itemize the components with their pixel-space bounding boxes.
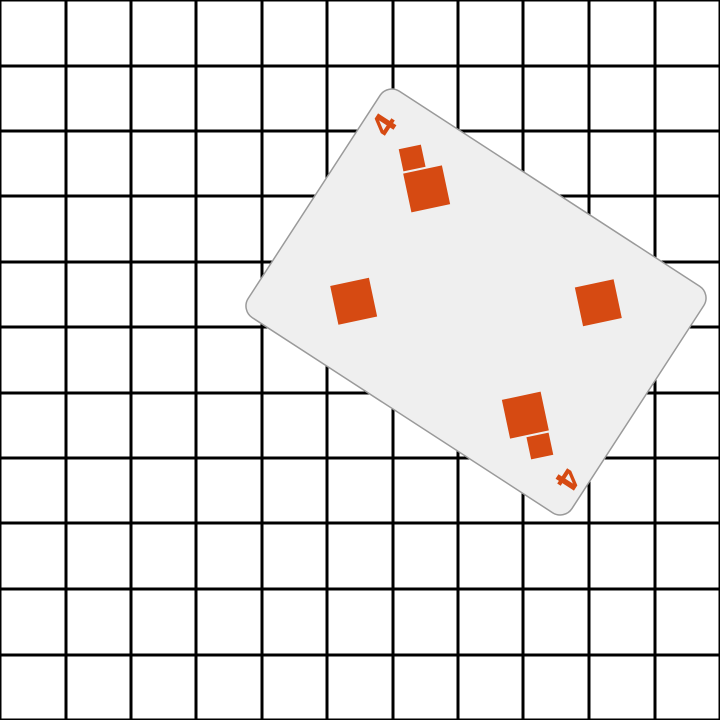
playing-card[interactable]: 4 4	[241, 84, 712, 521]
pip-diamond-icon	[330, 277, 378, 325]
pip-diamond-icon	[501, 391, 549, 439]
corner-diamond-icon	[526, 432, 554, 460]
corner-diamond-icon	[398, 144, 426, 172]
pip-diamond-icon	[403, 165, 451, 213]
card-face	[245, 88, 707, 516]
pip-diamond-icon	[574, 279, 622, 327]
